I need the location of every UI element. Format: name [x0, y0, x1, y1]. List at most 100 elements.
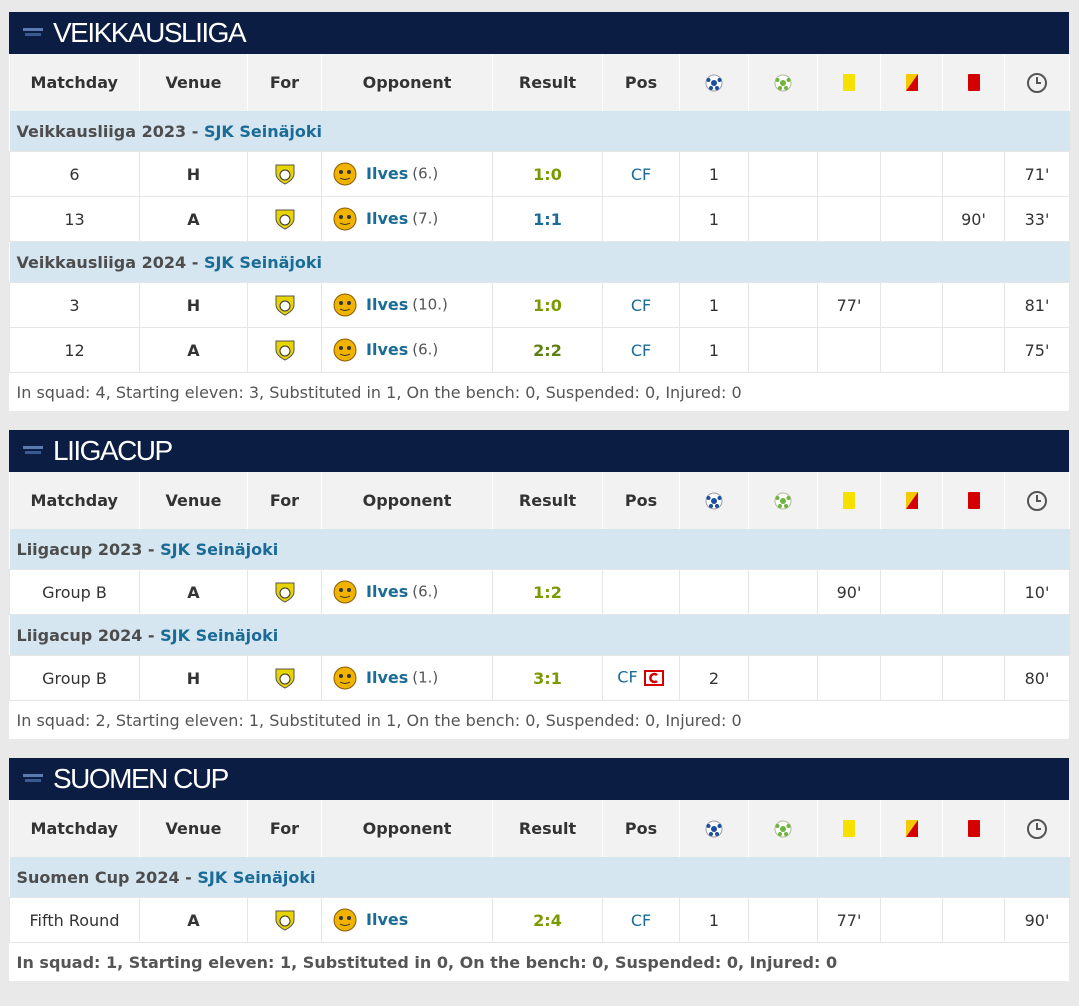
minutes-text: 81' — [1024, 295, 1050, 315]
result: 1:0 — [492, 282, 603, 328]
header-row: Matchday Venue For Opponent Result Pos — [9, 800, 1070, 857]
club-link[interactable]: SJK Seinäjoki — [160, 625, 279, 645]
for-club — [247, 897, 322, 943]
red-card-icon — [967, 819, 980, 837]
goals-text: 1 — [708, 209, 720, 229]
opponent-name[interactable]: Ilves — [366, 909, 409, 929]
red — [942, 151, 1005, 197]
red — [942, 327, 1005, 373]
assist-icon — [774, 492, 792, 509]
competition-logo — [23, 28, 43, 36]
venue-text: H — [186, 295, 201, 315]
assists — [748, 569, 818, 615]
opponent-name[interactable]: Ilves — [366, 163, 409, 183]
position-text: CF — [617, 667, 638, 687]
opponent-rank: (6.) — [412, 582, 439, 601]
icon-header — [748, 800, 818, 857]
minutes: 10' — [1004, 569, 1070, 615]
season-cell: Veikkausliiga 2023 - SJK Seinäjoki — [9, 111, 1070, 152]
season-row: Liigacup 2024 - SJK Seinäjoki — [9, 614, 1070, 656]
opponent-name[interactable]: Ilves — [366, 294, 409, 314]
yellow-card-icon — [843, 819, 855, 837]
position: CF — [602, 897, 680, 943]
season-row: Veikkausliiga 2023 - SJK Seinäjoki — [9, 111, 1070, 152]
column-header: Result — [492, 472, 603, 529]
column-header: Pos — [602, 472, 680, 529]
club-link[interactable]: SJK Seinäjoki — [160, 539, 279, 559]
assists — [748, 327, 818, 373]
icon-header — [817, 472, 881, 529]
match-row: Group B A Ilves (6.) 1:2 90' 10' — [9, 569, 1070, 615]
opponent-name[interactable]: Ilves — [366, 208, 409, 228]
club-link[interactable]: SJK Seinäjoki — [197, 867, 316, 887]
column-header: Result — [492, 54, 603, 111]
matchday-text: 12 — [64, 340, 85, 360]
icon-header — [880, 800, 943, 857]
opponent-name[interactable]: Ilves — [366, 339, 409, 359]
opponent: Ilves (10.) — [321, 282, 493, 328]
for-club — [247, 196, 322, 242]
yellow — [817, 327, 881, 373]
red-text: 90' — [961, 209, 986, 229]
position-text: CF — [630, 910, 652, 930]
goals: 1 — [679, 282, 749, 328]
column-header: Venue — [139, 800, 248, 857]
matchday: Group B — [9, 655, 140, 701]
icon-header — [817, 54, 881, 111]
summary: In squad: 4, Starting eleven: 3, Substit… — [16, 382, 742, 402]
club-logo — [275, 209, 294, 230]
assist-icon — [774, 820, 792, 837]
opponent-rank: (10.) — [412, 295, 448, 314]
season-cell: Veikkausliiga 2024 - SJK Seinäjoki — [9, 241, 1070, 283]
goal-icon — [705, 74, 723, 91]
for-club — [247, 327, 322, 373]
result: 1:0 — [492, 151, 603, 197]
venue-text: A — [187, 582, 200, 602]
matchday: 6 — [9, 151, 140, 197]
club-logo — [275, 295, 294, 316]
result-text: 1:1 — [533, 209, 562, 229]
position: CF — [602, 327, 680, 373]
venue-text: A — [187, 910, 200, 930]
opponent-logo — [333, 338, 357, 362]
red — [942, 282, 1005, 328]
goals: 1 — [679, 196, 749, 242]
icon-header — [748, 54, 818, 111]
season-name: Veikkausliiga 2023 - — [16, 121, 199, 141]
competition-section: VEIKKAUSLIIGA Matchday Venue For Opponent Res… — [9, 12, 1070, 411]
opponent-rank: (1.) — [412, 668, 439, 687]
column-header: Venue — [139, 54, 248, 111]
opponent-rank: (6.) — [412, 164, 439, 183]
club-link[interactable]: SJK Seinäjoki — [203, 252, 323, 272]
opponent-name[interactable]: Ilves — [366, 581, 409, 601]
stats-table: Matchday Venue For Opponent Result Pos Liigacu… — [9, 472, 1070, 739]
summary-row: In squad: 2, Starting eleven: 1, Substit… — [10, 701, 1070, 740]
yellow-red-card-icon — [905, 491, 918, 509]
goals-text: 1 — [708, 295, 720, 315]
club-link[interactable]: SJK Seinäjoki — [203, 121, 323, 141]
position — [602, 569, 680, 615]
icon-header — [817, 800, 881, 857]
opponent-name[interactable]: Ilves — [366, 667, 409, 687]
opponent-logo — [333, 908, 357, 932]
column-header: Matchday — [9, 800, 140, 857]
assists — [748, 897, 818, 943]
venue-text: H — [186, 668, 201, 688]
yellow — [817, 151, 881, 197]
matchday-text: Group B — [42, 582, 107, 602]
result-text: 2:4 — [533, 910, 562, 930]
yellow-text: 77' — [836, 910, 862, 930]
opponent-logo — [333, 293, 357, 317]
opponent-logo — [333, 207, 357, 231]
venue-text: A — [187, 209, 200, 229]
yellow-red — [880, 655, 943, 701]
season-cell: Liigacup 2023 - SJK Seinäjoki — [9, 529, 1070, 570]
match-row: 12 A Ilves (6.) 2:2 CF 1 75' — [9, 327, 1070, 373]
header-row: Matchday Venue For Opponent Result Pos — [9, 472, 1070, 529]
competition-title: LIIGACUP — [53, 435, 173, 466]
result: 2:2 — [492, 327, 603, 373]
minutes: 90' — [1004, 897, 1070, 943]
club-logo — [275, 164, 294, 185]
assists — [748, 655, 818, 701]
